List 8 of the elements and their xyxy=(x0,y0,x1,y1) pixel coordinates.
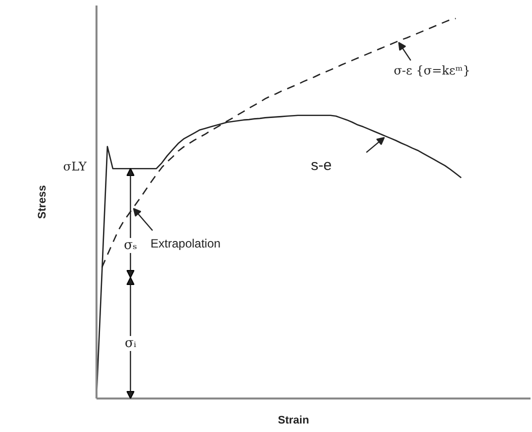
annotation: σₛ xyxy=(124,238,138,253)
annotation: Extrapolation xyxy=(150,236,221,250)
x-axis-title: Strain xyxy=(278,414,310,426)
y-axis-title: Stress xyxy=(36,185,48,219)
annotation: σᵢ xyxy=(124,336,137,351)
text: σLY xyxy=(63,160,88,174)
annotation: s-e xyxy=(310,156,332,174)
annotation: σ-ε {σ=kεᵐ} xyxy=(394,63,470,78)
